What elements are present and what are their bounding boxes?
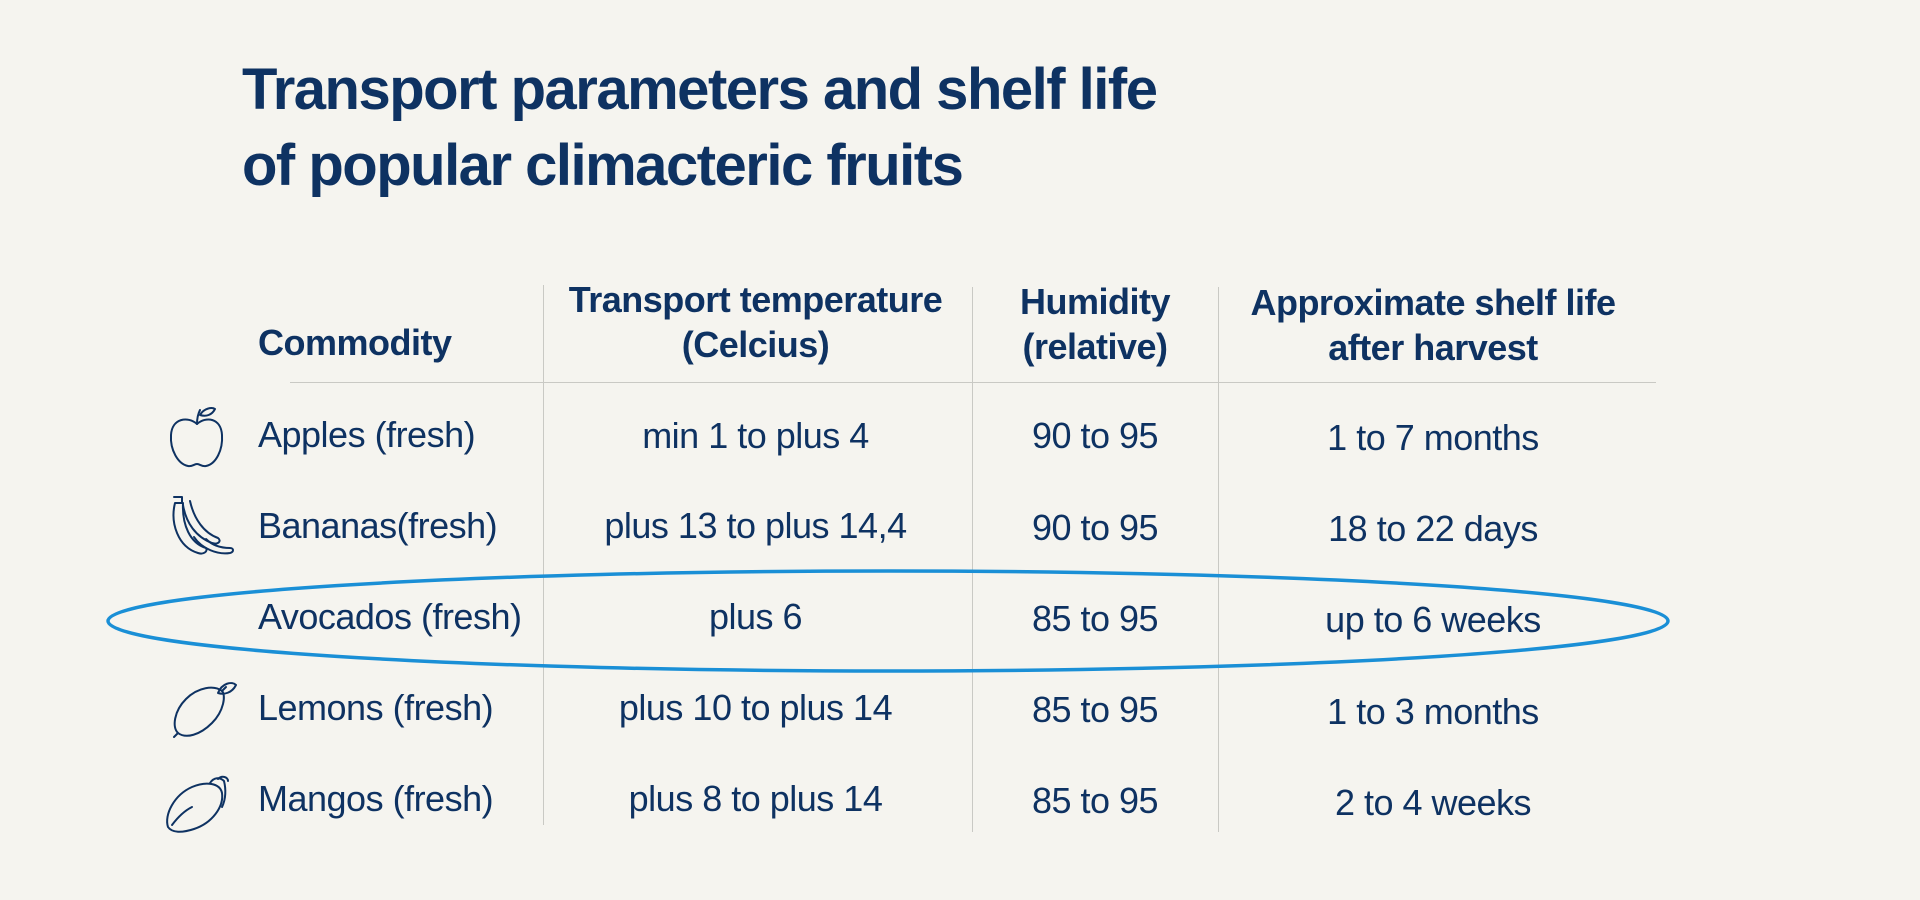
mango-icon xyxy=(162,767,232,837)
column-divider-3 xyxy=(1218,287,1219,832)
row-5-shelf-life: 2 to 4 weeks xyxy=(1334,782,1532,823)
header-underline xyxy=(290,382,1656,383)
header-humidity: Humidity (relative) xyxy=(1019,281,1171,367)
row-4-temperature: plus 10 to plus 14 xyxy=(618,687,893,728)
row-2-temperature: plus 13 to plus 14,4 xyxy=(604,505,907,546)
apple-icon xyxy=(162,402,232,472)
row-4-humidity: 85 to 95 xyxy=(1031,689,1159,730)
row-5-temperature: plus 8 to plus 14 xyxy=(628,778,883,819)
header-commodity: Commodity xyxy=(258,322,452,363)
row-1-temperature: min 1 to plus 4 xyxy=(642,415,869,456)
row-5-humidity: 85 to 95 xyxy=(1031,780,1159,821)
title-line-1: Transport parameters and shelf life xyxy=(242,57,1158,122)
row-3-commodity: Avocados (fresh) xyxy=(258,596,522,637)
column-divider-2 xyxy=(972,287,973,832)
row-3-shelf-life: up to 6 weeks xyxy=(1325,599,1541,640)
row-3-humidity: 85 to 95 xyxy=(1031,598,1159,639)
row-1-humidity: 90 to 95 xyxy=(1031,415,1159,456)
row-5-commodity: Mangos (fresh) xyxy=(258,778,494,819)
row-4-commodity: Lemons (fresh) xyxy=(258,687,494,728)
title-line-2: of popular climacteric fruits xyxy=(242,133,964,198)
header-temperature: Transport temperature (Celcius) xyxy=(568,279,943,365)
header-shelf-life: Approximate shelf life after harvest xyxy=(1250,282,1616,368)
row-3-temperature: plus 6 xyxy=(708,596,803,637)
page-title: Transport parameters and shelf life of p… xyxy=(242,52,1342,204)
lemon-icon xyxy=(168,677,238,747)
row-4-shelf-life: 1 to 3 months xyxy=(1327,691,1539,732)
row-2-shelf-life: 18 to 22 days xyxy=(1328,508,1538,549)
banana-icon xyxy=(168,493,238,563)
row-2-commodity: Bananas(fresh) xyxy=(258,505,498,546)
column-divider-1 xyxy=(543,285,544,825)
row-1-shelf-life: 1 to 7 months xyxy=(1327,417,1539,458)
row-2-humidity: 90 to 95 xyxy=(1031,507,1159,548)
row-1-commodity: Apples (fresh) xyxy=(258,414,476,455)
